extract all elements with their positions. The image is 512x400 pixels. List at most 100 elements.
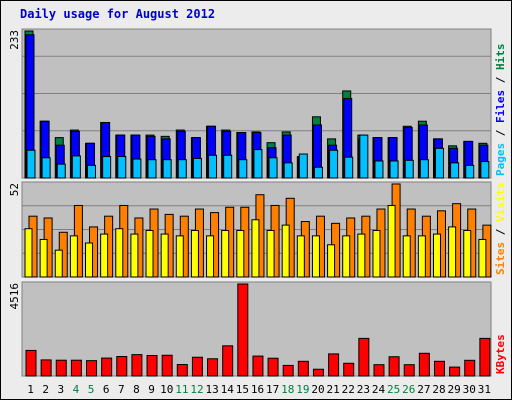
bar-pages-day-27 xyxy=(419,159,429,179)
bar-visits-day-28 xyxy=(432,233,441,278)
bar-pages-day-18 xyxy=(283,162,293,179)
x-tick-day-29: 29 xyxy=(448,383,461,396)
bar-kbytes-day-29 xyxy=(449,366,461,377)
bar-kbytes-day-16 xyxy=(252,355,264,377)
bar-kbytes-day-9 xyxy=(146,355,158,377)
bar-visits-day-2 xyxy=(39,238,48,278)
bar-visits-day-18 xyxy=(281,224,290,278)
bar-pages-day-28 xyxy=(434,147,444,179)
bar-pages-day-4 xyxy=(71,155,81,179)
bar-pages-day-5 xyxy=(87,164,97,179)
x-tick-day-1: 1 xyxy=(27,383,34,396)
bar-visits-day-30 xyxy=(463,230,472,278)
series-label-part: / xyxy=(494,123,507,143)
bar-visits-day-22 xyxy=(342,235,351,278)
ymax-label-visits-sites: 52 xyxy=(8,183,21,196)
bar-visits-day-17 xyxy=(266,230,275,278)
bar-visits-day-14 xyxy=(221,230,230,278)
bar-visits-day-8 xyxy=(130,233,139,278)
x-tick-day-30: 30 xyxy=(463,383,476,396)
bar-visits-day-29 xyxy=(448,226,457,278)
x-tick-day-31: 31 xyxy=(478,383,491,396)
x-tick-day-9: 9 xyxy=(148,383,155,396)
x-tick-day-7: 7 xyxy=(118,383,125,396)
bar-pages-day-2 xyxy=(41,157,51,179)
bar-pages-day-12 xyxy=(192,157,202,179)
bar-kbytes-day-31 xyxy=(479,337,491,377)
bar-visits-day-10 xyxy=(160,233,169,278)
bar-kbytes-day-27 xyxy=(418,352,430,377)
bar-pages-day-30 xyxy=(465,164,475,179)
bar-visits-day-13 xyxy=(206,235,215,278)
bar-visits-day-11 xyxy=(175,235,184,278)
bar-kbytes-day-1 xyxy=(25,349,37,377)
bar-visits-day-1 xyxy=(24,228,33,278)
bar-kbytes-day-23 xyxy=(358,337,370,377)
bar-pages-day-13 xyxy=(208,154,218,179)
bar-visits-day-27 xyxy=(417,235,426,278)
bar-visits-day-12 xyxy=(190,230,199,278)
x-tick-day-13: 13 xyxy=(205,383,218,396)
bar-kbytes-day-25 xyxy=(388,356,400,377)
bar-kbytes-day-2 xyxy=(40,359,52,377)
series-label-part: Visits xyxy=(494,182,507,222)
bar-kbytes-day-3 xyxy=(55,359,67,377)
bar-kbytes-day-12 xyxy=(191,356,203,377)
ymax-label-kbytes: 4516 xyxy=(8,283,21,310)
series-label-part: / xyxy=(494,222,507,242)
series-label-part: KBytes xyxy=(494,334,507,374)
bar-kbytes-day-8 xyxy=(131,354,143,377)
bar-pages-day-19 xyxy=(298,153,308,179)
bar-pages-day-22 xyxy=(344,156,354,179)
x-tick-day-5: 5 xyxy=(88,383,95,396)
bar-pages-day-14 xyxy=(223,154,233,179)
x-tick-day-15: 15 xyxy=(236,383,249,396)
bar-kbytes-day-14 xyxy=(222,345,234,377)
series-label-hits-files-pages: Pages / Files / Hits xyxy=(494,44,507,177)
bar-kbytes-day-26 xyxy=(403,364,415,377)
bar-visits-day-7 xyxy=(115,228,124,278)
bar-visits-day-25 xyxy=(387,204,396,278)
series-label-part: Hits xyxy=(494,44,507,71)
x-tick-day-22: 22 xyxy=(342,383,355,396)
bar-visits-day-16 xyxy=(251,219,260,278)
bar-pages-day-20 xyxy=(313,166,323,179)
bar-kbytes-day-17 xyxy=(267,357,279,377)
bar-kbytes-day-24 xyxy=(373,364,385,377)
bar-pages-day-3 xyxy=(56,163,66,179)
bar-kbytes-day-5 xyxy=(86,360,98,377)
bar-visits-day-23 xyxy=(357,233,366,278)
bar-kbytes-day-15 xyxy=(237,283,249,377)
bar-pages-day-11 xyxy=(177,159,187,179)
bar-visits-day-21 xyxy=(327,244,336,278)
x-tick-day-8: 8 xyxy=(133,383,140,396)
bar-pages-day-29 xyxy=(450,162,460,179)
bar-pages-day-8 xyxy=(132,158,142,179)
bar-kbytes-day-20 xyxy=(312,368,324,377)
bar-kbytes-day-22 xyxy=(343,362,355,377)
x-tick-day-27: 27 xyxy=(417,383,430,396)
bar-pages-day-26 xyxy=(404,159,414,179)
x-tick-day-17: 17 xyxy=(266,383,279,396)
x-tick-day-10: 10 xyxy=(160,383,173,396)
bar-kbytes-day-7 xyxy=(116,356,128,377)
bar-kbytes-day-4 xyxy=(70,359,82,377)
bar-visits-day-15 xyxy=(236,230,245,278)
bar-visits-day-5 xyxy=(85,242,94,278)
series-label-part: / xyxy=(494,70,507,90)
bar-pages-day-17 xyxy=(268,157,278,179)
bar-pages-day-15 xyxy=(238,159,248,179)
bar-kbytes-day-11 xyxy=(176,364,188,377)
x-tick-day-12: 12 xyxy=(190,383,203,396)
bar-visits-day-31 xyxy=(478,238,487,278)
bar-pages-day-9 xyxy=(147,159,157,179)
bar-kbytes-day-19 xyxy=(297,360,309,377)
series-label-kbytes: KBytes xyxy=(494,334,507,374)
series-label-part: Files xyxy=(494,90,507,123)
series-label-part: Sites xyxy=(494,242,507,275)
bar-visits-day-3 xyxy=(54,249,63,278)
series-label-part: Pages xyxy=(494,143,507,176)
x-tick-day-16: 16 xyxy=(251,383,264,396)
x-tick-day-23: 23 xyxy=(357,383,370,396)
x-tick-day-28: 28 xyxy=(432,383,445,396)
